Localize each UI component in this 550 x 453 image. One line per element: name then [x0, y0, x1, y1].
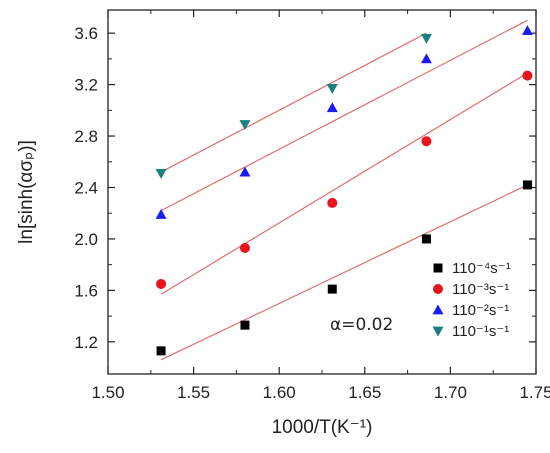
data-point	[240, 320, 250, 330]
data-point	[155, 168, 167, 179]
data-point	[421, 234, 431, 244]
fit-line	[160, 19, 528, 212]
fit-line	[160, 184, 528, 361]
x-tick-label: 1.50	[91, 383, 124, 402]
data-point	[156, 278, 167, 289]
legend-label: 110⁻³s⁻¹	[452, 281, 509, 298]
y-tick-label: 1.6	[74, 281, 98, 300]
data-point	[326, 102, 338, 113]
data-markers	[155, 25, 533, 356]
data-point	[156, 346, 166, 356]
data-point	[155, 209, 167, 219]
x-axis-title: 1000/T(K⁻¹)	[272, 417, 373, 438]
x-tick-label: 1.65	[348, 383, 381, 402]
data-point	[239, 242, 250, 253]
plot-frame	[107, 9, 537, 375]
legend-marker	[432, 304, 444, 315]
x-tick-label: 1.70	[434, 383, 467, 402]
legend: 110⁻⁴s⁻¹ 110⁻³s⁻¹ 110⁻²s⁻¹ 110⁻¹s⁻¹	[432, 260, 511, 340]
fit-line	[160, 32, 427, 173]
data-point	[421, 136, 432, 147]
x-tick-label: 1.60	[263, 383, 296, 402]
data-point	[239, 120, 251, 130]
data-point	[420, 33, 432, 44]
y-tick-label: 2.8	[74, 127, 98, 146]
data-point	[327, 197, 338, 208]
legend-marker	[433, 263, 443, 273]
plot-area	[107, 9, 537, 375]
y-tick-label: 2.0	[74, 230, 98, 249]
legend-marker	[433, 284, 443, 294]
legend-label: 110⁻²s⁻¹	[452, 302, 509, 319]
alpha-annotation: α=0.02	[330, 315, 393, 335]
legend-marker	[432, 326, 444, 337]
data-point	[327, 284, 337, 294]
fit-line	[160, 72, 528, 295]
y-tick-label: 1.2	[74, 333, 98, 352]
data-point	[239, 166, 251, 177]
data-point	[521, 25, 533, 35]
legend-label: 110⁻⁴s⁻¹	[452, 260, 511, 277]
data-point	[522, 70, 533, 81]
x-axis: 1.50 1.55 1.60 1.65 1.70 1.75	[91, 10, 550, 402]
legend-label: 110⁻¹s⁻¹	[452, 323, 509, 340]
y-tick-label: 3.2	[74, 76, 98, 95]
x-tick-label: 1.75	[519, 383, 550, 402]
x-tick-label: 1.55	[177, 383, 210, 402]
data-point	[420, 53, 432, 64]
y-axis-title: ln[sinh(ασₚ)]	[16, 140, 37, 244]
y-tick-label: 3.6	[74, 24, 98, 43]
fit-lines	[160, 19, 528, 361]
y-tick-label: 2.4	[74, 178, 98, 197]
data-point	[326, 84, 338, 94]
data-point	[522, 180, 532, 190]
